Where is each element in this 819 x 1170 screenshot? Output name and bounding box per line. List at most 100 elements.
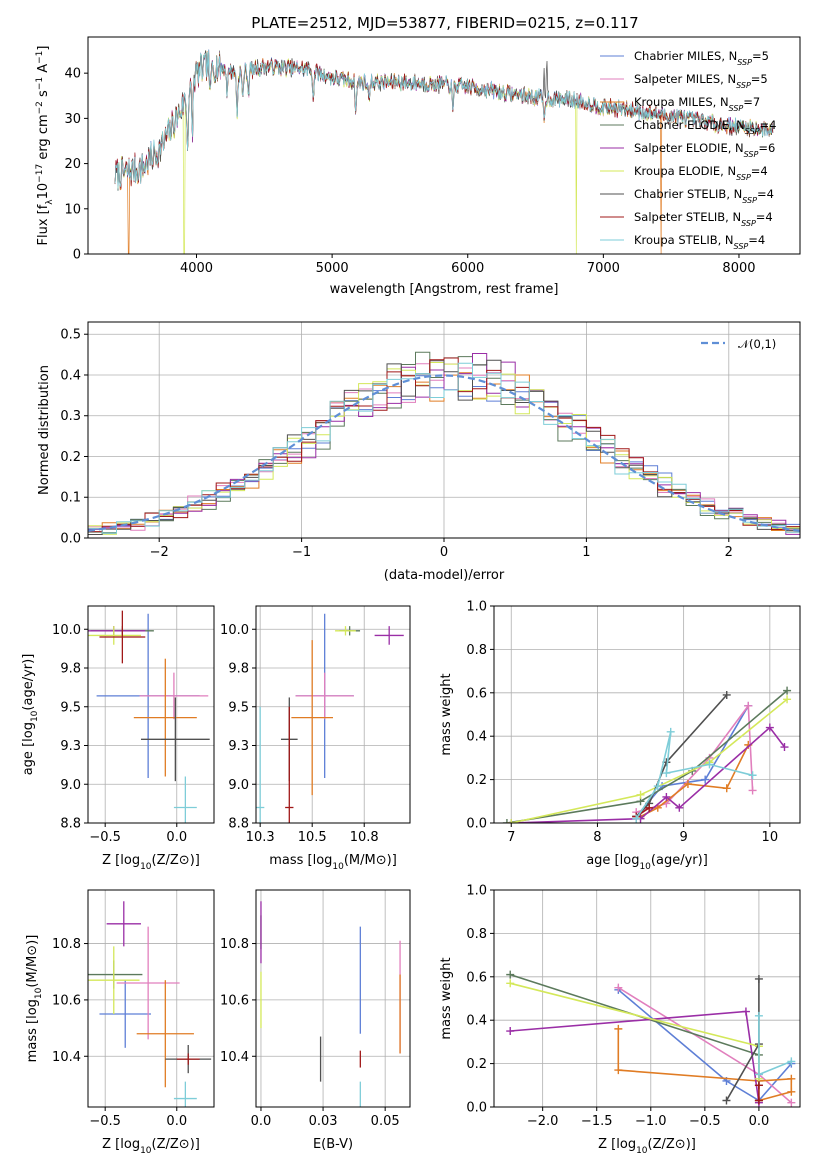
errorbar-point [106, 901, 141, 947]
label-part: −1 [35, 51, 45, 64]
legend-entry: Salpeter STELIB, NSSP=4 [634, 210, 773, 228]
x-tick-label: 10 [762, 830, 779, 845]
spectrum-line [114, 53, 774, 189]
x-axis-label: E(B-V) [313, 1137, 353, 1152]
label-part: (M [344, 853, 360, 868]
x-tick-label: 4000 [180, 261, 213, 276]
x-tick-label: 6000 [451, 261, 484, 276]
weight-marker [506, 979, 515, 988]
weight-marker [645, 803, 654, 812]
y-tick-label: 10.4 [220, 1050, 249, 1065]
x-tick-label: 0 [440, 545, 448, 560]
weight-marker [748, 786, 757, 795]
weight-marker [722, 784, 731, 793]
label-part: Salpeter STELIB, N [634, 210, 741, 224]
y-tick-label: 10.0 [52, 623, 81, 638]
label-part: λ [45, 199, 55, 205]
label-part: Z [ [102, 853, 120, 868]
label-part: SSP [729, 104, 744, 113]
label-part: log [25, 999, 40, 1019]
y-tick-label: 9.3 [228, 739, 249, 754]
x-tick-label: 8000 [722, 261, 755, 276]
label-part: 10 [34, 987, 44, 999]
label-part: wavelength [Angstrom, rest frame] [330, 282, 559, 297]
weight-marker [705, 760, 714, 769]
y-tick-label: 0 [73, 248, 81, 263]
label-part: /Z⊙ [662, 1137, 686, 1152]
label-part: (Z [152, 853, 166, 868]
label-part: A [36, 64, 51, 77]
label-part: Salpeter MILES, N [634, 72, 736, 86]
label-part: )] [21, 654, 36, 664]
x-tick-label: −0.5 [89, 1114, 121, 1129]
weight-marker [614, 1066, 623, 1075]
label-part: log [21, 722, 36, 742]
x-tick-label: 7 [507, 830, 515, 845]
x-tick-label: 7000 [587, 261, 620, 276]
errorbar-point [295, 672, 354, 720]
label-part: Normed distribution [37, 365, 52, 495]
weight-marker [632, 814, 641, 823]
weight-line [617, 1028, 793, 1102]
x-tick-label: 0.05 [371, 1114, 400, 1129]
y-tick-label: 0.1 [60, 491, 81, 506]
x-tick-label: 0.0 [749, 1114, 770, 1129]
plot-area [88, 351, 800, 535]
axes-age-vs-Z: −0.5 0.08.89.09.39.59.810.0Z [log10(Z/Z⊙)… [21, 605, 215, 872]
y-tick-label: 0.0 [60, 532, 81, 547]
grid [256, 606, 410, 824]
label-part: 10 [30, 710, 40, 722]
label-part: Chabrier STELIB, N [634, 187, 742, 201]
y-axis-label: mass [log10(M/M⊙)] [25, 935, 44, 1063]
axes-frame [255, 605, 411, 824]
label-part: −17 [35, 164, 45, 183]
y-tick-label: 1.0 [466, 884, 487, 899]
x-tick-label: 5000 [316, 261, 349, 276]
weight-marker [506, 970, 515, 979]
weight-marker [662, 769, 671, 778]
label-part: /yr [680, 853, 698, 868]
label-part: =4 [757, 187, 774, 201]
weight-line [509, 973, 760, 1086]
x-tick-label: −1.5 [581, 1114, 613, 1129]
label-part: (data-model)/error [384, 568, 505, 583]
weight-marker [741, 1007, 750, 1016]
weight-line [511, 698, 788, 823]
y-tick-label: 0.4 [466, 1014, 487, 1029]
label-part: (Z [648, 1137, 662, 1152]
weight-marker [636, 790, 645, 799]
label-part: 10 [332, 862, 344, 872]
axes-mass-vs-Z: −0.5 0.010.410.610.8Z [log10(Z/Z⊙)]mass [… [25, 889, 215, 1156]
x-tick-label: 10.5 [298, 830, 327, 845]
label-part: mass [ [25, 1019, 40, 1062]
weight-marker [754, 1096, 763, 1105]
plot-area [506, 970, 796, 1107]
legend-entry: Kroupa STELIB, NSSP=4 [634, 233, 765, 251]
y-tick-label: 9.0 [228, 778, 249, 793]
y-tick-label: 10.6 [52, 993, 81, 1008]
label-part: =5 [751, 72, 768, 86]
label-part: )] [190, 1137, 200, 1152]
label-part: =4 [748, 233, 765, 247]
label-part: =4 [751, 164, 768, 178]
weight-marker [675, 803, 684, 812]
plot-area [502, 686, 792, 823]
plot-area [88, 610, 210, 823]
weight-marker [787, 1098, 796, 1107]
x-tick-label: 0.03 [309, 1114, 338, 1129]
legend-entry: Kroupa ELODIE, NSSP=4 [634, 164, 768, 182]
label-part: SSP [741, 219, 756, 228]
y-tick-label: 30 [64, 112, 81, 127]
plot-area [114, 49, 774, 254]
y-tick-label: 8.8 [60, 817, 81, 832]
x-tick-label: −2.0 [527, 1114, 559, 1129]
label-part: SSP [736, 81, 751, 90]
label-part: mass [ [269, 853, 312, 868]
y-tick-label: 40 [64, 67, 81, 82]
label-part: Chabrier ELODIE, N [634, 118, 745, 132]
weight-marker [787, 1087, 796, 1096]
y-tick-label: 10 [64, 202, 81, 217]
x-tick-label: −2 [150, 545, 169, 560]
y-tick-label: 20 [64, 157, 81, 172]
